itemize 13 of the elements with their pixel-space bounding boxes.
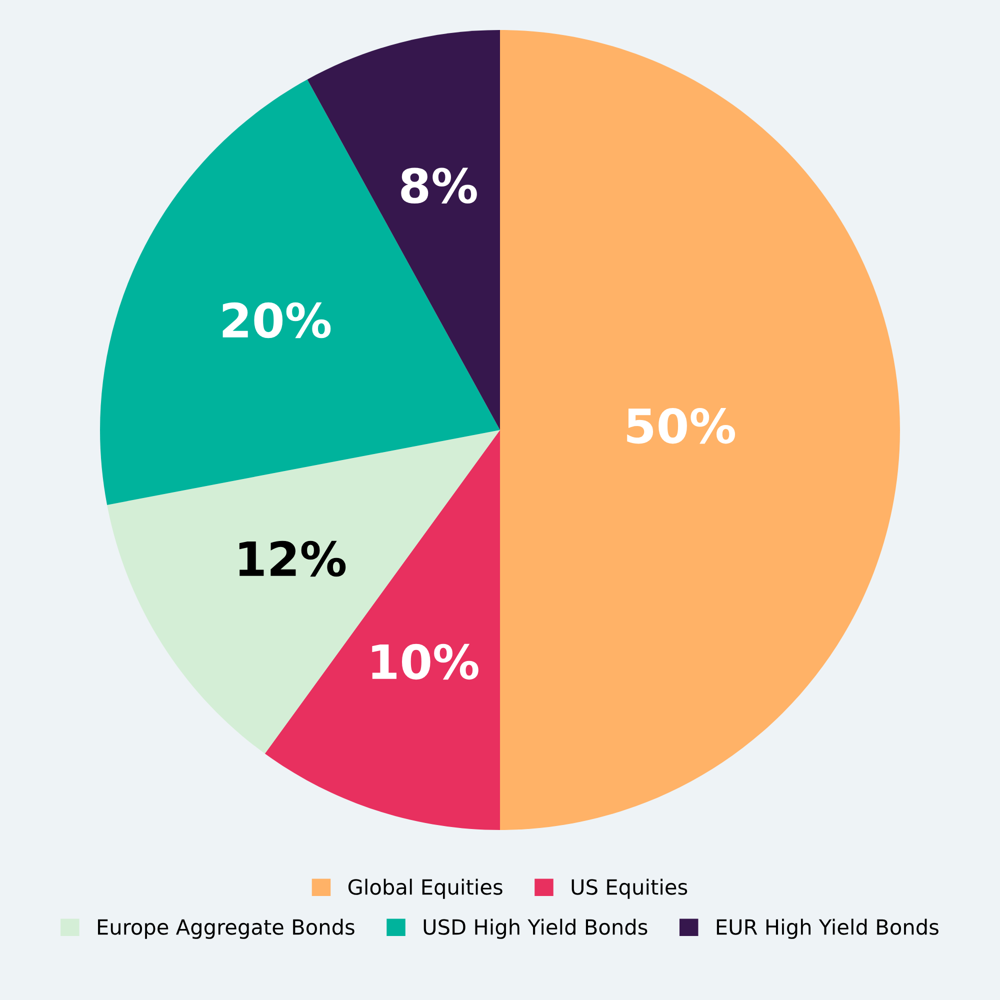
legend-label: EUR High Yield Bonds — [716, 918, 938, 939]
data-label: 20% — [222, 302, 331, 338]
legend-label: USD High Yield Bonds — [424, 918, 648, 939]
legend-label: US Equities — [572, 878, 688, 899]
legend-label: Global Equities — [348, 878, 502, 899]
data-label: 50% — [627, 408, 736, 444]
legend-label: Europe Aggregate Bonds — [98, 918, 354, 939]
pie-slice — [100, 79, 500, 505]
data-label: 10% — [372, 644, 478, 680]
data-label: 12% — [239, 540, 346, 577]
pie-slice — [500, 30, 900, 830]
data-label: 8% — [401, 168, 477, 204]
pie-slice — [107, 430, 500, 754]
